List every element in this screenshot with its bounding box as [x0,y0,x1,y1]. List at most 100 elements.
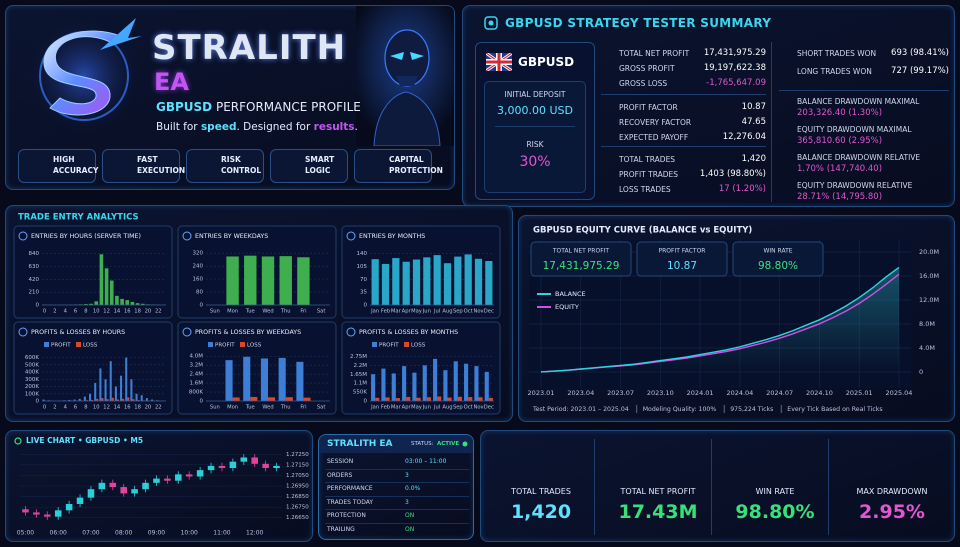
footer-text: 975,224 Ticks [730,406,773,413]
x-tick-label: Tue [245,405,255,411]
chart-frame [13,321,173,415]
stat-row: PROFIT TRADES 1,403 (98.80%) [601,167,766,181]
y-tick-label: 0 [919,368,923,376]
legend-swatch [240,342,245,347]
x-tick-label: 2023.01 [528,389,555,397]
stat-value: 47.65 [741,117,766,127]
y-tick-label: 840 [29,251,40,257]
y-tick-label: 4.0M [919,344,935,352]
divider [601,146,766,147]
x-tick-label: 10 [93,309,100,315]
chart-icon [18,327,28,337]
legend-label: BALANCE [555,290,586,298]
y-tick-label: 80 [196,290,203,296]
brand-suffix: EA [154,68,189,96]
y-tick-label: 0 [364,399,368,405]
y-tick-label: 240 [193,264,204,270]
title-icon [484,16,498,30]
x-tick-label: May [411,405,422,411]
bar [122,398,125,401]
profile: GBPUSD PERFORMANCE PROFILE [156,100,361,114]
bar [151,399,154,401]
y-tick-label: 160 [193,277,204,283]
risk-label: RISK [526,140,544,149]
kpi-label: TOTAL TRADES [511,487,571,496]
bar [225,360,233,401]
x-tick-label: 12 [103,405,110,411]
bar [453,361,458,401]
equity-chart: GBPUSD EQUITY CURVE (BALANCE vs EQUITY) 0… [528,226,939,413]
ea-title: STRALITH EA [327,439,393,449]
legend-swatch [404,342,409,347]
feature-label: HIGH ACCURACY [53,155,99,175]
x-tick-label: 2025.01 [846,389,873,397]
bar [375,397,380,401]
won-label: LONG TRADES WON [797,67,872,76]
feature-label: CAPITAL PROTECTION [389,155,443,175]
chart-icon [182,327,192,337]
ea-row-label: SESSION [327,458,354,465]
candle-body [251,457,258,464]
legend-swatch [44,342,49,347]
x-tick-label: 2024.01 [687,389,714,397]
stat-label: TOTAL NET PROFIT [619,49,690,58]
bar [91,399,94,401]
x-tick-label: 2023.04 [567,389,594,397]
equity-panel: GBPUSD EQUITY CURVE (BALANCE vs EQUITY) 0… [518,215,955,422]
x-tick-label: 14 [114,309,121,315]
candle-body [164,478,171,481]
x-tick-label: 08:00 [115,530,132,537]
stat-label: RECOVERY FACTOR [619,118,692,127]
bar [84,304,88,305]
bar [454,256,462,305]
ea-rows: SESSION 03:00 – 11:00 ORDERS 3 PERFORMANCE 0.… [319,455,473,539]
y-tick-label: 4.0M [190,354,204,360]
bar [83,396,86,401]
symbol: GBPUSD [518,55,575,69]
bar [279,256,292,305]
bar [96,398,99,401]
logo [22,14,146,138]
y-tick-label: 550K [353,390,367,396]
x-tick-label: Nov [473,309,483,315]
feature: RISK CONTROL [186,149,264,183]
ea-row-label: TRAILING [327,525,355,533]
x-tick-label: 06:00 [50,530,67,537]
bar [89,303,93,305]
stat-row: LOSS TRADES 17 (1.20%) [601,182,766,196]
legend-swatch [372,342,377,347]
tagline-part: . Designed for [236,121,314,133]
chart-title: GBPUSD EQUITY CURVE (BALANCE vs EQUITY) [533,226,752,236]
footer-text: Test Period: 2023.01 – 2025.04 [532,406,629,413]
x-tick-label: Jul [433,405,440,411]
y-tick-label: 1.26850 [286,494,309,500]
y-tick-label: 2.75M [350,354,367,360]
legend-label: PROFIT [215,343,235,349]
deposit-label: INITIAL DEPOSIT [504,90,566,99]
candle-body [87,489,95,498]
stat-box [636,241,728,277]
stat-value: 17,431,975.29 [543,260,620,272]
won-label: SHORT TRADES WON [797,49,877,58]
ea-row-value: ON [405,512,415,519]
kpi-value: 17.43M [618,501,698,523]
footer-text: Modeling Quality: 100% [643,406,717,413]
bar [402,261,410,305]
x-tick-label: 4 [64,309,68,315]
bar [392,258,400,305]
x-tick-label: 0 [43,309,46,315]
stat-value: 1,420 [741,154,766,164]
x-tick-label: 2023.10 [647,389,674,397]
y-tick-label: 8.0M [919,320,935,328]
ea-row-value: ON [405,525,415,533]
x-tick-label: Wed [262,405,273,411]
x-tick-label: Jan [370,309,379,315]
bar [250,396,258,401]
divider [779,90,949,91]
bar [47,400,50,401]
x-tick-label: 11:00 [213,530,230,537]
kpi-value: 1,420 [510,501,572,523]
bar [73,399,76,401]
kpi-value: 98.80% [735,501,815,523]
y-tick-label: 1.1M [354,381,368,387]
